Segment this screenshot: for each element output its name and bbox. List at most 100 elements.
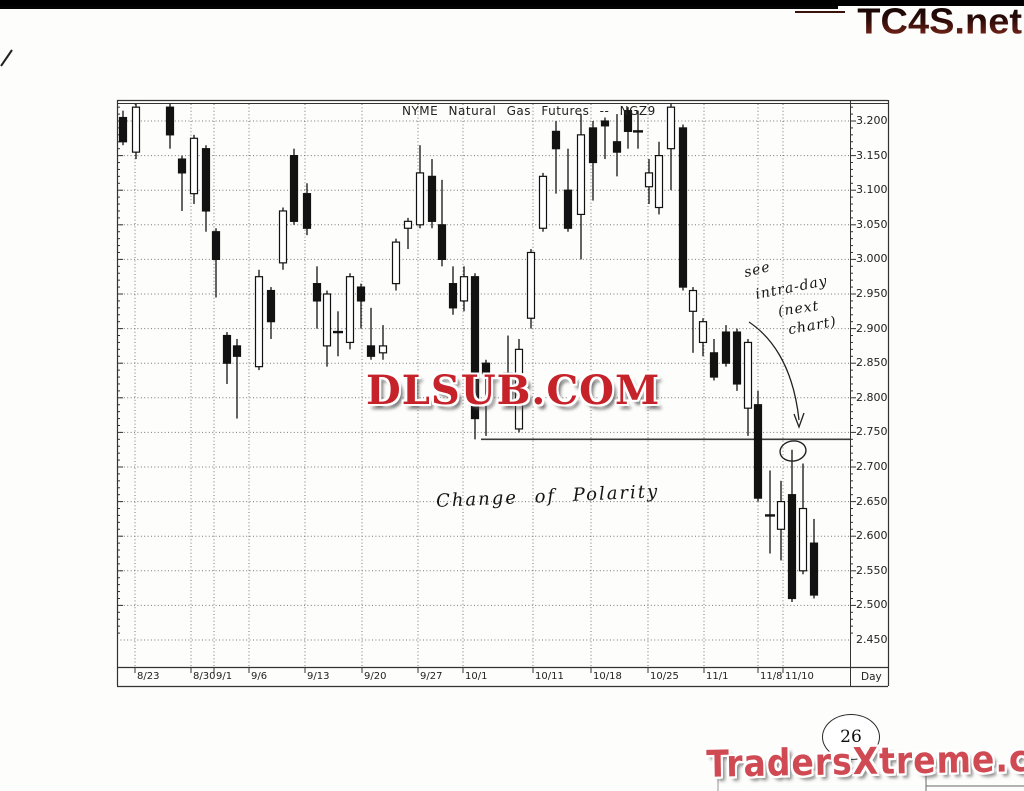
candle [403,217,413,250]
candle [366,307,376,360]
candle [753,390,763,502]
candle [437,179,447,267]
candle [266,287,276,339]
x-axis-label: 8/23 [137,671,160,682]
x-axis-label: 11/1 [706,671,729,682]
candle [289,148,299,225]
x-axis-label: 9/1 [216,671,233,682]
candle [563,148,573,232]
candle [427,159,437,229]
candle [356,283,366,329]
hand-drawn-arrow [748,321,800,421]
candle [809,518,819,599]
candle [721,325,731,367]
candle [201,145,211,232]
x-axis-label: 9/20 [364,671,387,682]
tradersxtreme-watermark: TradersXtreme.com [706,735,1024,786]
candle [302,183,312,236]
candle [666,103,676,191]
candle [333,311,343,357]
y-axis-label: 2.800 [856,390,888,404]
candle [743,338,753,436]
x-axis-label: 10/25 [650,671,679,682]
x-axis-label: 9/27 [420,671,443,682]
y-axis-label: 2.700 [856,460,888,473]
y-axis-label: 3.000 [856,252,888,266]
candle [709,338,719,381]
candle [514,338,524,433]
candle [211,228,221,298]
candle [232,338,242,419]
x-axis-label: 10/11 [535,671,564,682]
candle [698,318,708,357]
x-axis-label: 9/6 [251,671,268,682]
candle [576,114,586,260]
candle [470,273,480,440]
y-axis-label: 3.050 [856,217,888,231]
candle [415,145,425,229]
candle [787,449,797,602]
scan-top-bar [0,0,1024,6]
candle [678,124,688,291]
candle [448,266,458,315]
candle [600,117,610,160]
x-axis-label: 10/1 [465,671,488,682]
candle [312,266,322,329]
candle [278,207,288,270]
y-axis-label: 2.900 [856,321,888,335]
scan-top-bar-thick [0,6,838,9]
candle [459,266,469,312]
tc4s-watermark: TC4S.net [857,2,1022,42]
y-axis-label: 2.650 [856,494,888,508]
candle [551,121,561,194]
page-number-badge: 26 [822,714,880,760]
candle [654,141,664,215]
chart-title: NYME Natural Gas Futures -- NGZ9 [402,104,656,118]
candle [588,121,598,201]
y-axis-label: 2.950 [856,287,888,300]
y-axis-label: 2.600 [856,529,888,543]
candle [131,103,141,160]
x-axis-unit-label: Day [861,671,882,683]
candle [118,110,128,146]
candle [165,103,175,149]
candle [633,110,643,149]
candle [688,287,698,353]
y-axis-label: 2.850 [856,356,888,370]
x-axis-label: 10/18 [593,671,622,682]
y-axis-label: 2.550 [856,563,888,577]
hand-drawn-circle [779,440,807,462]
candle [378,325,388,360]
candle [345,273,355,350]
candle [177,155,187,211]
candle [732,328,742,391]
arrowhead [793,412,805,429]
y-axis-label: 3.150 [856,148,888,162]
y-axis-label: 3.100 [856,183,888,197]
candle [503,335,513,398]
candle [322,290,332,367]
candle [612,114,622,177]
candle [222,332,232,384]
candle [798,463,808,575]
candle [776,480,786,561]
y-axis-label: 2.500 [856,598,888,612]
candle [254,269,264,371]
x-axis-label: 8/30 [193,671,216,682]
candle [391,238,401,291]
dlsub-watermark: DLSUB.COM [366,367,661,414]
candle [765,470,775,554]
candle [623,107,633,149]
candle [644,159,654,205]
x-axis-label: 9/13 [307,671,330,682]
candle [189,134,199,205]
candle [481,359,491,436]
candle [538,172,548,232]
y-axis-label: 2.750 [856,425,888,439]
x-axis-label: 11/10 [785,671,814,682]
x-axis-label: 11/8 [760,671,783,682]
y-axis-label: 3.200 [856,114,888,127]
scan-artifact-slash [0,49,13,67]
